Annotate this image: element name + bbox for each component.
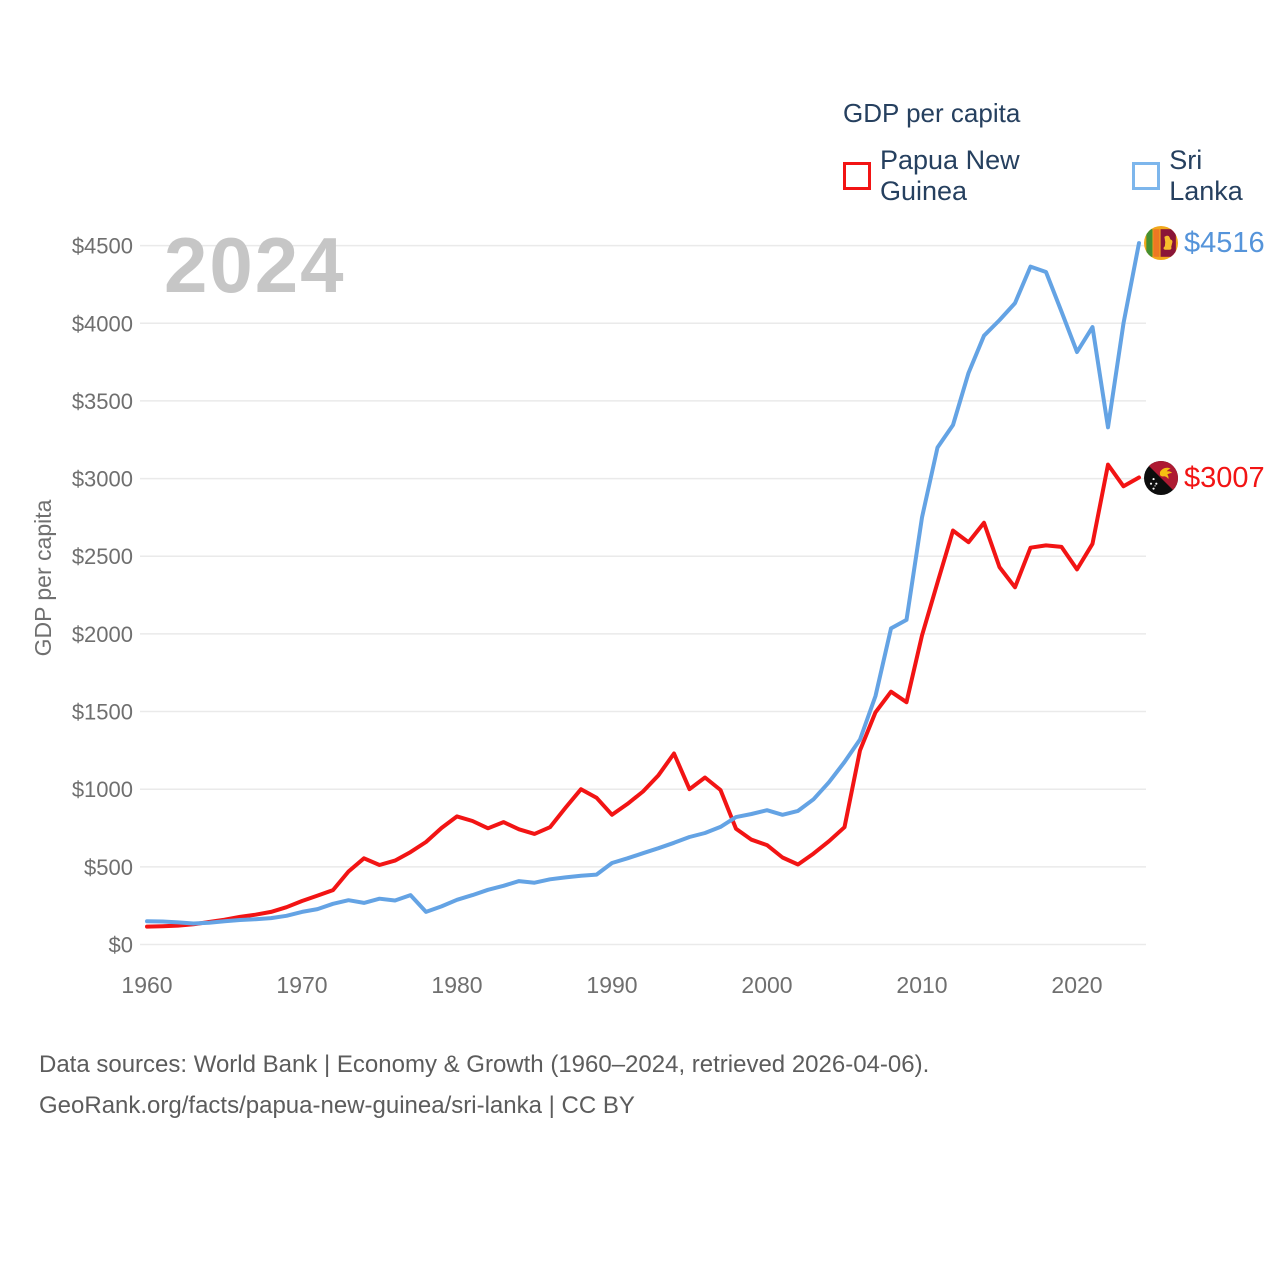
legend-label: Sri Lanka (1169, 145, 1243, 206)
papua-new-guinea-swatch-icon (843, 162, 871, 190)
sri-lanka-flag-icon (1144, 226, 1178, 260)
y-tick-label: $1000 (72, 777, 133, 802)
y-tick-label: $3500 (72, 389, 133, 414)
y-tick-label: $1500 (72, 700, 133, 725)
x-tick-label: 2010 (896, 972, 947, 998)
legend-items: Papua New Guinea Sri Lanka (843, 145, 1280, 207)
footer-attribution-line: GeoRank.org/facts/papua-new-guinea/sri-l… (39, 1092, 635, 1119)
legend-title: GDP per capita (843, 98, 1021, 128)
x-tick-label: 1990 (586, 972, 637, 998)
x-tick-label: 1960 (121, 972, 172, 998)
sri-lanka-swatch-icon (1132, 162, 1161, 190)
x-tick-label: 1980 (431, 972, 482, 998)
y-tick-label: $4000 (72, 311, 133, 336)
x-tick-label: 1970 (276, 972, 327, 998)
y-tick-label: $3000 (72, 467, 133, 492)
y-tick-label: $0 (109, 933, 133, 958)
y-tick-label: $4500 (72, 234, 133, 259)
y-tick-label: $2000 (72, 622, 133, 647)
legend-item-papua-new-guinea[interactable]: Papua New Guinea (843, 145, 1108, 207)
sri-lanka-end-value: $4516 (1184, 226, 1265, 259)
chart-legend: GDP per capita Papua New Guinea Sri Lank… (843, 98, 1280, 207)
year-watermark: 2024 (164, 221, 346, 309)
papua-new-guinea-end-label: $3007 (1144, 461, 1265, 495)
x-tick-label: 2020 (1051, 972, 1102, 998)
papua-new-guinea-end-value: $3007 (1184, 461, 1265, 494)
footer-sources-line: Data sources: World Bank | Economy & Gro… (39, 1051, 930, 1078)
series-line-papua-new-guinea[interactable] (145, 462, 1141, 929)
legend-item-sri-lanka[interactable]: Sri Lanka (1132, 145, 1280, 207)
y-axis-title: GDP per capita (30, 499, 56, 657)
sri-lanka-end-label: $4516 (1144, 226, 1265, 260)
papua-new-guinea-flag-icon (1144, 461, 1178, 495)
x-tick-label: 2000 (741, 972, 792, 998)
y-tick-label: $500 (84, 855, 133, 880)
y-tick-label: $2500 (72, 544, 133, 569)
legend-label: Papua New Guinea (880, 145, 1020, 206)
series-line-sri-lanka[interactable] (145, 241, 1141, 926)
footer: Data sources: World Bank | Economy & Gro… (39, 1044, 929, 1126)
